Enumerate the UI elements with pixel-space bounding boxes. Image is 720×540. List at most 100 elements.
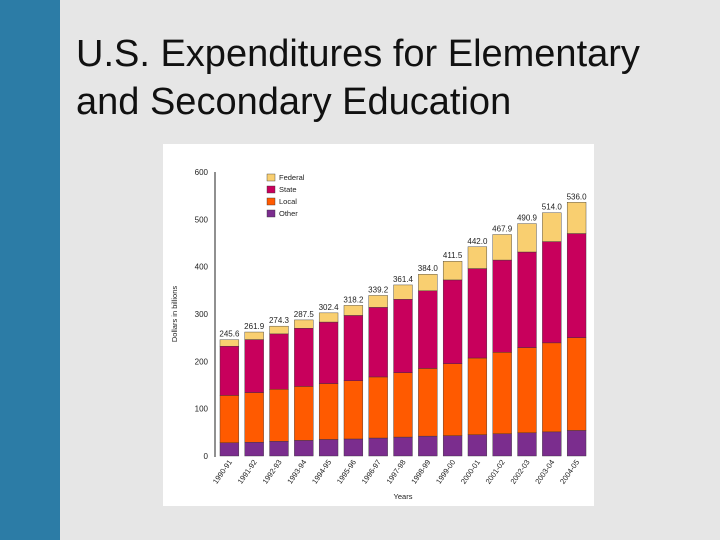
bar-total-label: 411.5 xyxy=(443,251,463,260)
bar-total-label: 339.2 xyxy=(368,285,389,294)
bar-segment-local xyxy=(442,363,463,436)
bar-segment-local xyxy=(219,395,240,443)
x-tick-label: 1999-00 xyxy=(434,458,457,486)
bar-segment-state xyxy=(492,259,512,353)
bar-segment-other xyxy=(542,431,562,457)
x-tick-label: 1994-95 xyxy=(310,458,333,486)
y-tick-label: 100 xyxy=(195,405,209,414)
bar-segment-other xyxy=(343,438,364,457)
bar-total-label: 442.0 xyxy=(467,237,488,246)
bar-segment-federal xyxy=(318,312,339,323)
bar-segment-federal xyxy=(269,325,289,335)
bar-total-label: 318.2 xyxy=(343,295,364,304)
bar-segment-federal xyxy=(393,284,413,300)
y-tick-label: 500 xyxy=(195,215,209,224)
bar-segment-state xyxy=(219,345,240,396)
bar-segment-other xyxy=(418,435,438,457)
y-tick-label: 0 xyxy=(204,452,209,461)
x-tick-label: 1992-93 xyxy=(260,458,283,486)
legend-label-state: State xyxy=(279,185,297,194)
bar-segment-state xyxy=(269,333,289,390)
bar-segment-local xyxy=(318,383,339,440)
bar-segment-state xyxy=(442,279,463,364)
bar-segment-other xyxy=(467,434,488,457)
bar-segment-local xyxy=(542,342,562,433)
bar-segment-local xyxy=(393,372,413,438)
chart-panel: 0 100 200 300 400 500 600 Dollars in billions 24… xyxy=(163,144,594,506)
bar-total-label: 287.5 xyxy=(294,310,315,319)
x-tick-label: 1995-96 xyxy=(335,458,358,486)
bar-total-label: 490.9 xyxy=(517,214,538,223)
x-tick-label: 2004-05 xyxy=(558,458,581,486)
bar-segment-other xyxy=(219,442,240,457)
bar-segment-other xyxy=(442,435,463,457)
bar-segment-state xyxy=(542,241,562,344)
bar-segment-federal xyxy=(542,212,562,242)
bar-segment-federal xyxy=(368,295,388,308)
bar-segment-state xyxy=(418,290,438,369)
legend-swatch-federal xyxy=(266,173,276,182)
legend-label-other: Other xyxy=(279,209,298,218)
bar-total-label: 514.0 xyxy=(542,203,563,212)
x-tick-label: 2001-02 xyxy=(484,458,507,486)
bar-segment-local xyxy=(294,386,314,441)
bar-total-label: 536.0 xyxy=(567,192,588,201)
legend-swatch-other xyxy=(266,209,276,218)
bar-segment-other xyxy=(492,433,512,457)
bar-total-label: 261.9 xyxy=(244,322,265,331)
x-tick-label: 2003-04 xyxy=(533,458,556,486)
legend-swatch-local xyxy=(266,197,276,206)
y-tick-label: 400 xyxy=(195,263,209,272)
bar-segment-other xyxy=(517,432,537,457)
bar-segment-state xyxy=(368,307,388,378)
legend-swatch-state xyxy=(266,185,276,194)
x-tick-label: 1990-91 xyxy=(211,458,234,486)
bar-segment-federal xyxy=(244,331,264,340)
x-tick-label: 1993-94 xyxy=(285,458,308,486)
bar-segment-local xyxy=(492,352,512,434)
bar-total-label: 245.6 xyxy=(219,330,240,339)
side-accent-bar xyxy=(0,0,60,540)
bar-segment-federal xyxy=(517,223,537,253)
bar-segment-local xyxy=(244,392,264,443)
slide-title-line1: U.S. Expenditures for Elementary xyxy=(76,33,640,75)
bar-segment-federal xyxy=(219,339,240,347)
bar-segment-state xyxy=(343,315,364,381)
bar-segment-federal xyxy=(418,274,438,292)
x-tick-label: 1997-98 xyxy=(384,458,407,486)
bar-segment-federal xyxy=(566,202,587,234)
slide-title: U.S. Expenditures for Elementary and Sec… xyxy=(76,30,696,126)
bar-segment-state xyxy=(393,299,413,373)
y-tick-label: 200 xyxy=(195,357,209,366)
bar-segment-federal xyxy=(442,261,463,281)
bar-total-label: 274.3 xyxy=(269,316,290,325)
bar-segment-local xyxy=(269,389,289,442)
bar-total-label: 302.4 xyxy=(319,303,340,312)
bar-segment-federal xyxy=(467,246,488,269)
bar-segment-local xyxy=(368,376,388,439)
x-tick-label: 2002-03 xyxy=(508,458,531,486)
y-tick-label: 600 xyxy=(195,168,209,177)
bar-segment-local xyxy=(517,347,537,434)
x-tick-label: 2000-01 xyxy=(459,458,482,486)
bar-segment-state xyxy=(318,321,339,384)
bar-segment-state xyxy=(294,327,314,387)
bar-total-label: 361.4 xyxy=(393,275,414,284)
bar-segment-other xyxy=(318,439,339,457)
bar-segment-other xyxy=(368,437,388,457)
bar-segment-other xyxy=(566,430,587,457)
bar-segment-state xyxy=(244,339,264,393)
bar-segment-federal xyxy=(492,234,512,261)
stacked-bar-chart: 0 100 200 300 400 500 600 Dollars in billions 24… xyxy=(170,168,588,501)
bar-segment-local xyxy=(467,357,488,435)
x-axis-title: Years xyxy=(394,492,413,501)
bar-segment-local xyxy=(418,368,438,437)
slide-title-line2: and Secondary Education xyxy=(76,81,512,123)
y-tick-label: 300 xyxy=(195,310,209,319)
bar-segment-other xyxy=(393,436,413,457)
legend-label-federal: Federal xyxy=(279,173,305,182)
bar-segment-other xyxy=(269,441,289,457)
x-tick-label: 1998-99 xyxy=(409,458,432,486)
bar-total-label: 384.0 xyxy=(418,264,439,273)
bar-total-label: 467.9 xyxy=(492,225,513,234)
